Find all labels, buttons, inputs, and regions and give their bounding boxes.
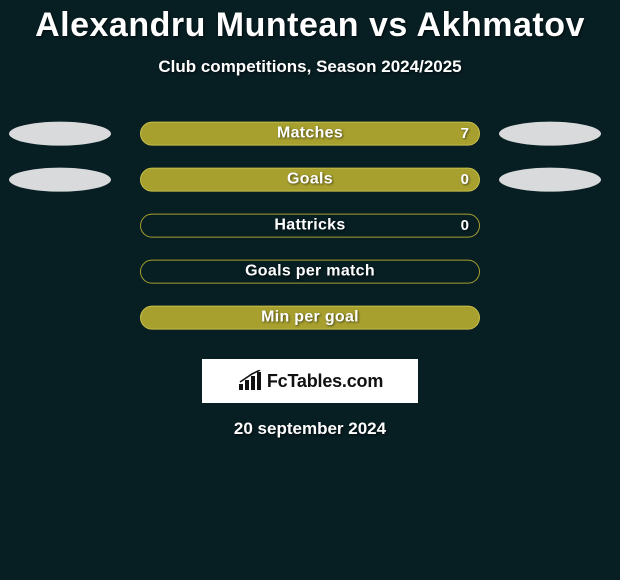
stat-label: Goals per match: [245, 263, 375, 281]
stat-value-right: 0: [461, 217, 469, 234]
page-subtitle: Club competitions, Season 2024/2025: [0, 57, 620, 77]
stat-label: Min per goal: [261, 309, 359, 327]
stat-bar: Goals 0: [140, 168, 480, 192]
stat-bar: Min per goal: [140, 306, 480, 330]
stat-row-min-per-goal: Min per goal: [0, 299, 620, 345]
stat-label: Goals: [287, 171, 333, 189]
page-title: Alexandru Muntean vs Akhmatov: [0, 0, 620, 45]
stat-value-right: 0: [461, 171, 469, 188]
stat-label: Hattricks: [274, 217, 345, 235]
stat-label: Matches: [277, 125, 343, 143]
date-text: 20 september 2024: [0, 419, 620, 439]
stat-row-hattricks: Hattricks 0: [0, 207, 620, 253]
stat-row-goals-per-match: Goals per match: [0, 253, 620, 299]
stat-row-matches: Matches 7: [0, 115, 620, 161]
stat-bar: Matches 7: [140, 122, 480, 146]
bars-icon: [237, 370, 263, 392]
left-ellipse: [9, 168, 111, 192]
stat-bar: Goals per match: [140, 260, 480, 284]
stat-row-goals: Goals 0: [0, 161, 620, 207]
right-ellipse: [499, 122, 601, 146]
logo-text: FcTables.com: [267, 371, 383, 392]
stat-value-right: 7: [461, 125, 469, 142]
stat-bar: Hattricks 0: [140, 214, 480, 238]
right-ellipse: [499, 168, 601, 192]
left-ellipse: [9, 122, 111, 146]
logo-badge: FcTables.com: [202, 359, 418, 403]
stats-rows: Matches 7 Goals 0 Hattricks 0 Goals per …: [0, 115, 620, 345]
